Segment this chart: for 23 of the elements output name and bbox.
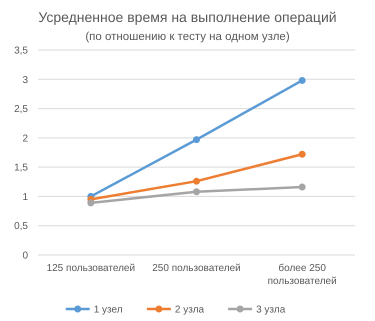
- x-tick-label: 125 пользователей: [46, 263, 136, 274]
- point: [193, 136, 200, 144]
- y-tick-label: 1,5: [14, 162, 28, 174]
- y-tick-label: 2: [22, 133, 28, 144]
- point: [298, 76, 306, 84]
- point: [193, 188, 200, 196]
- chart-subtitle: (по отношению к тесту на одном узле): [85, 31, 290, 43]
- y-tick-label: 3,5: [14, 46, 28, 56]
- point: [298, 184, 306, 191]
- y-tick-label: 0: [22, 250, 28, 262]
- point: [298, 150, 306, 158]
- x-tick-label: 250 пользователей: [152, 263, 241, 274]
- point: [193, 178, 200, 185]
- y-tick-label: 2,5: [14, 104, 28, 116]
- chart-title: Усредненное время на выполнение операций: [38, 9, 337, 25]
- x-tick-label: более 250 пользователей: [268, 263, 337, 287]
- legend-label: 1 узел: [94, 304, 123, 316]
- y-tick-label: 3: [22, 74, 28, 86]
- y-tick-label: 1: [22, 192, 28, 203]
- legend-label: 3 узла: [256, 304, 286, 316]
- y-tick-label: 0,5: [14, 221, 28, 232]
- legend-label: 2 узла: [174, 304, 205, 316]
- point: [87, 199, 94, 206]
